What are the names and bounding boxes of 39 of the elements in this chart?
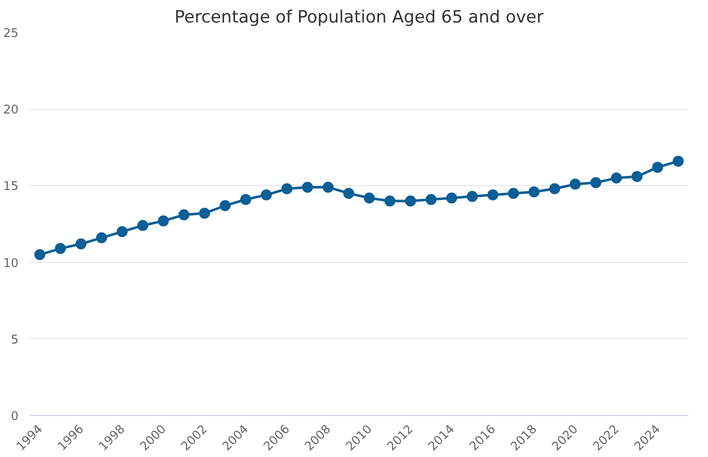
point: [137, 220, 148, 232]
chart-title: Percentage of Population Aged 65 and over: [174, 8, 544, 28]
point: [508, 188, 519, 199]
point: [487, 189, 498, 200]
point: [652, 162, 664, 173]
point: [610, 172, 622, 184]
point: [75, 238, 86, 250]
point: [158, 215, 169, 226]
point: [549, 183, 560, 194]
point: [404, 196, 416, 207]
point: [570, 178, 581, 190]
point: [240, 194, 252, 205]
point: [34, 249, 46, 260]
point: [590, 177, 602, 188]
point: [178, 209, 190, 220]
point: [281, 183, 292, 194]
point: [96, 232, 108, 244]
point: [426, 194, 437, 205]
point: [446, 192, 458, 204]
point: [466, 190, 478, 202]
point: [54, 243, 66, 254]
point: [384, 196, 396, 207]
point: [302, 182, 314, 193]
point: [220, 200, 231, 212]
point: [632, 171, 643, 182]
y-tick-label: 5: [10, 332, 19, 346]
point: [199, 208, 210, 219]
y-tick-label: 20: [3, 102, 19, 117]
point: [672, 156, 684, 167]
point: [528, 186, 540, 198]
y-tick-label: 15: [3, 179, 19, 194]
y-tick-label: 25: [3, 26, 19, 40]
point: [343, 188, 354, 199]
point: [260, 189, 272, 200]
y-tick-label: 10: [3, 256, 19, 270]
point: [364, 192, 375, 204]
point: [322, 182, 334, 193]
point: [116, 226, 128, 238]
y-tick-label: 0: [10, 409, 19, 423]
